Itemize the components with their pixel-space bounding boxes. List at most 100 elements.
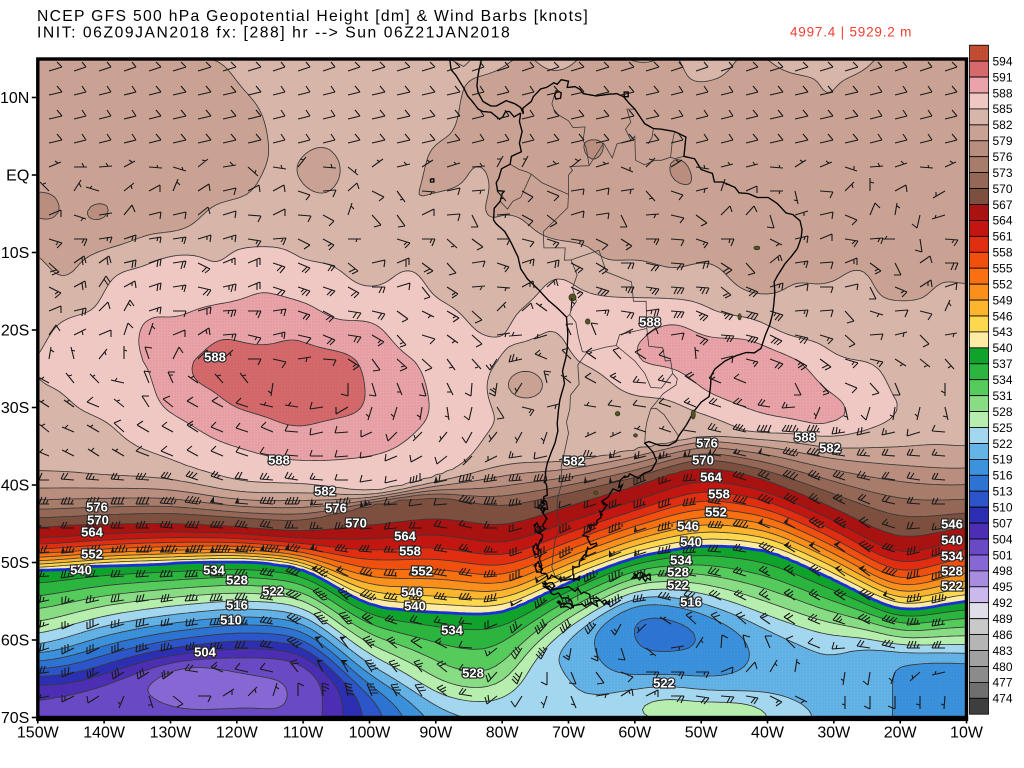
svg-text:570: 570	[87, 512, 109, 527]
svg-text:540: 540	[680, 534, 702, 549]
svg-text:585: 585	[993, 102, 1013, 116]
svg-text:504: 504	[993, 532, 1013, 546]
svg-text:540: 540	[941, 532, 963, 547]
svg-text:90W: 90W	[419, 725, 453, 742]
svg-text:558: 558	[399, 543, 421, 558]
svg-text:10N: 10N	[0, 90, 29, 107]
svg-text:534: 534	[203, 562, 225, 577]
svg-text:534: 534	[441, 622, 463, 637]
svg-text:534: 534	[670, 552, 692, 567]
svg-text:576: 576	[325, 500, 347, 515]
svg-text:492: 492	[993, 596, 1013, 610]
svg-text:576: 576	[86, 499, 108, 514]
svg-text:582: 582	[563, 453, 585, 468]
svg-text:120W: 120W	[216, 725, 259, 742]
svg-text:60W: 60W	[618, 725, 652, 742]
svg-text:576: 576	[696, 435, 718, 450]
svg-text:516: 516	[226, 597, 248, 612]
svg-text:40S: 40S	[1, 478, 29, 495]
svg-text:591: 591	[993, 70, 1013, 84]
svg-text:537: 537	[993, 357, 1013, 371]
svg-text:4997.4 | 5929.2 m: 4997.4 | 5929.2 m	[790, 25, 912, 40]
svg-text:558: 558	[993, 246, 1013, 260]
svg-text:573: 573	[993, 166, 1013, 180]
svg-text:NCEP GFS 500 hPa Geopotential: NCEP GFS 500 hPa Geopotential Height [dm…	[37, 8, 589, 25]
svg-text:564: 564	[81, 524, 103, 539]
svg-text:546: 546	[941, 516, 963, 531]
svg-text:588: 588	[204, 349, 226, 364]
svg-text:546: 546	[401, 584, 423, 599]
svg-text:50W: 50W	[685, 725, 719, 742]
svg-text:561: 561	[993, 230, 1013, 244]
svg-text:588: 588	[268, 452, 290, 467]
svg-text:528: 528	[462, 665, 484, 680]
svg-text:483: 483	[993, 644, 1013, 658]
svg-text:546: 546	[677, 518, 699, 533]
svg-text:528: 528	[941, 563, 963, 578]
svg-text:516: 516	[680, 594, 702, 609]
svg-text:522: 522	[667, 577, 689, 592]
svg-text:522: 522	[941, 578, 963, 593]
svg-text:546: 546	[993, 309, 1013, 323]
svg-text:582: 582	[314, 483, 336, 498]
svg-text:522: 522	[993, 437, 1013, 451]
svg-text:582: 582	[993, 118, 1013, 132]
svg-text:594: 594	[993, 54, 1013, 68]
svg-text:519: 519	[993, 453, 1013, 467]
svg-text:564: 564	[993, 214, 1013, 228]
svg-text:10W: 10W	[950, 725, 984, 742]
svg-text:110W: 110W	[283, 725, 325, 742]
svg-text:540: 540	[70, 562, 92, 577]
svg-text:70S: 70S	[1, 710, 29, 727]
svg-text:150W: 150W	[17, 725, 60, 742]
svg-text:50S: 50S	[1, 555, 29, 572]
svg-text:30S: 30S	[1, 400, 29, 417]
svg-text:140W: 140W	[83, 725, 126, 742]
svg-text:510: 510	[220, 612, 242, 627]
svg-text:564: 564	[700, 469, 722, 484]
svg-text:528: 528	[226, 572, 248, 587]
svg-text:552: 552	[705, 504, 727, 519]
svg-text:558: 558	[708, 486, 730, 501]
svg-text:486: 486	[993, 628, 1013, 642]
svg-text:531: 531	[993, 389, 1013, 403]
svg-text:130W: 130W	[150, 725, 193, 742]
svg-text:570: 570	[345, 515, 367, 530]
svg-text:489: 489	[993, 612, 1013, 626]
svg-text:540: 540	[404, 598, 426, 613]
svg-text:534: 534	[993, 373, 1013, 387]
svg-text:588: 588	[993, 86, 1013, 100]
svg-text:513: 513	[993, 485, 1013, 499]
svg-text:549: 549	[993, 293, 1013, 307]
svg-text:540: 540	[993, 341, 1013, 355]
svg-text:510: 510	[993, 501, 1013, 515]
svg-text:40W: 40W	[751, 725, 785, 742]
svg-text:552: 552	[993, 278, 1013, 292]
svg-text:60S: 60S	[1, 633, 29, 650]
svg-text:501: 501	[993, 548, 1013, 562]
svg-text:80W: 80W	[486, 725, 520, 742]
svg-text:INIT: 06Z09JAN2018 fx: [288] h: INIT: 06Z09JAN2018 fx: [288] hr --> Sun …	[37, 25, 511, 42]
svg-text:534: 534	[941, 548, 963, 563]
svg-text:495: 495	[993, 580, 1013, 594]
svg-text:507: 507	[993, 516, 1013, 530]
svg-text:588: 588	[794, 429, 816, 444]
svg-text:588: 588	[639, 314, 661, 329]
svg-text:582: 582	[819, 440, 841, 455]
svg-text:522: 522	[262, 583, 284, 598]
svg-text:10S: 10S	[1, 245, 29, 262]
svg-text:552: 552	[81, 546, 103, 561]
svg-text:555: 555	[993, 262, 1013, 276]
svg-text:516: 516	[993, 469, 1013, 483]
svg-text:579: 579	[993, 134, 1013, 148]
svg-text:528: 528	[667, 564, 689, 579]
svg-text:570: 570	[692, 452, 714, 467]
svg-text:100W: 100W	[349, 725, 392, 742]
svg-text:477: 477	[993, 676, 1013, 690]
svg-text:480: 480	[993, 660, 1013, 674]
svg-text:EQ: EQ	[6, 168, 29, 185]
svg-text:20W: 20W	[884, 725, 918, 742]
svg-text:498: 498	[993, 564, 1013, 578]
svg-text:564: 564	[394, 528, 416, 543]
svg-text:30W: 30W	[817, 725, 851, 742]
